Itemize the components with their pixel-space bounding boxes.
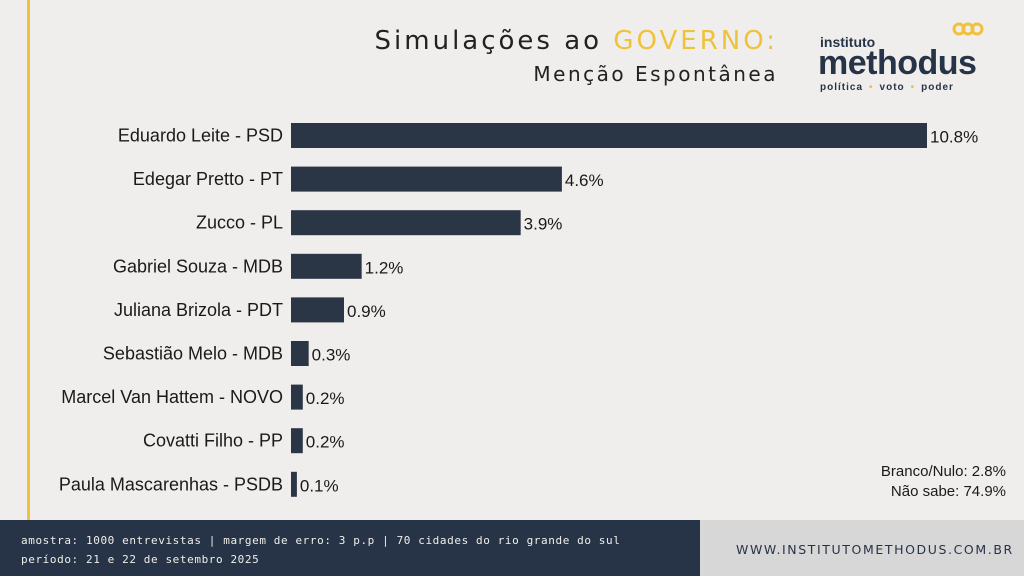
category-label: Edegar Pretto - PT (133, 169, 283, 189)
bar-chart: Eduardo Leite - PSD 10.8% Edegar Pretto - … (59, 123, 978, 497)
bar (291, 471, 297, 497)
bar (291, 384, 303, 410)
value-label: 0.1% (300, 476, 339, 495)
category-label: Juliana Brizola - PDT (114, 300, 283, 320)
infinity-link-icon (952, 22, 984, 36)
bar (291, 253, 362, 279)
bar (291, 428, 303, 454)
category-label: Marcel Van Hattem - NOVO (61, 387, 283, 407)
value-label: 0.3% (312, 346, 351, 365)
accent-rule (27, 0, 30, 520)
value-label: 1.2% (365, 258, 404, 277)
value-label: 0.2% (306, 389, 345, 408)
footer-period-text: período: 21 e 22 de setembro 2025 (21, 553, 260, 566)
logo-tagline: política • voto • poder (820, 82, 954, 93)
logo-big-text: methodus (818, 44, 977, 82)
dont-know-text: Não sabe: 74.9% (890, 483, 1006, 500)
value-label: 0.2% (306, 433, 345, 452)
category-label: Gabriel Souza - MDB (113, 256, 283, 276)
footer-website: WWW.INSTITUTOMETHODUS.COM.BR (700, 520, 1024, 576)
value-label: 0.9% (347, 302, 386, 321)
blank-null-text: Branco/Nulo: 2.8% (880, 463, 1006, 480)
extra-results: Branco/Nulo: 2.8% Não sabe: 74.9% (881, 462, 1006, 502)
footer-methodology: amostra: 1000 entrevistas | margem de er… (0, 520, 700, 576)
category-label: Paula Mascarenhas - PSDB (59, 474, 283, 494)
category-label: Covatti Filho - PP (143, 431, 283, 451)
bar (291, 297, 344, 323)
footer-sample-text: amostra: 1000 entrevistas | margem de er… (21, 534, 621, 547)
header: Simulações ao GOVERNO: Menção Espontânea (375, 26, 778, 86)
page-subtitle: Menção Espontânea (533, 62, 778, 86)
title-highlight: GOVERNO: (613, 26, 778, 56)
logo-small-text: instituto (820, 34, 876, 50)
value-label: 3.9% (524, 215, 563, 234)
brand-logo: instituto methodus política • voto • poder (818, 22, 990, 93)
page-title: Simulações ao GOVERNO: (374, 26, 778, 56)
bar (291, 123, 927, 148)
category-label: Eduardo Leite - PSD (118, 126, 283, 146)
bar (291, 166, 562, 192)
value-label: 10.8% (930, 128, 978, 147)
category-label: Sebastião Melo - MDB (103, 344, 283, 364)
bar (291, 210, 521, 236)
value-label: 4.6% (565, 171, 604, 190)
category-label: Zucco - PL (196, 213, 283, 233)
website-link[interactable]: WWW.INSTITUTOMETHODUS.COM.BR (736, 542, 1014, 557)
bar (291, 341, 309, 366)
